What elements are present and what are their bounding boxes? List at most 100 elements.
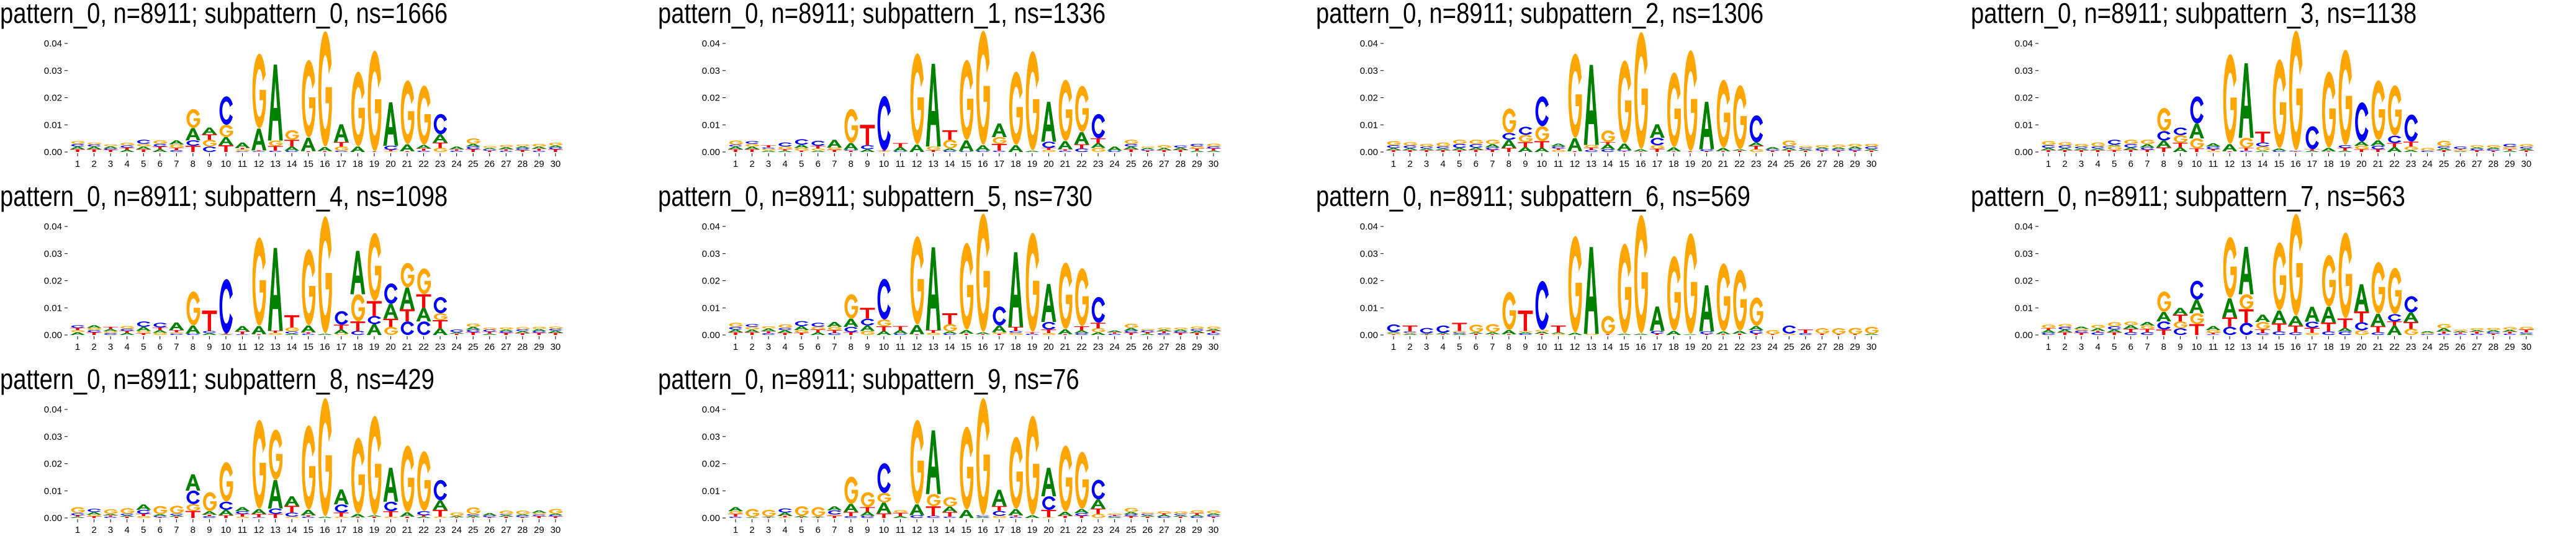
logo-letter-G [1485,324,1500,333]
x-tick-label: 26 [484,159,495,169]
logo-letter-G [433,516,448,518]
x-tick-label: 20 [2356,342,2367,352]
logo-letter-A [1074,509,1089,514]
x-tick-label: 3 [108,159,113,169]
x-tick-label: 23 [1093,342,1104,352]
logo-letter-A [2518,148,2534,151]
x-tick-label: 27 [501,342,511,352]
logo-letter-G [745,509,760,517]
logo-letter-C [745,141,759,144]
logo-letter-A [333,124,349,142]
logo-letter-C [302,516,315,518]
logo-letter-G [910,419,924,504]
x-tick-label: 16 [2290,342,2301,352]
logo-letter-C [2454,146,2467,150]
logo-letter-A [1649,306,1665,331]
y-tick-label: 0.02 [44,459,62,470]
x-tick-label: 25 [468,159,479,169]
x-tick-label: 27 [1159,342,1169,352]
logo-letter-T [1765,334,1780,335]
y-tick-label: 0.01 [702,120,720,130]
logo-letter-A [991,489,1007,506]
logo-letter-A [86,512,102,515]
logo-letter-C [335,150,348,152]
logo-letter-C [1618,150,1631,151]
logo-letter-G [1535,126,1549,141]
x-tick-label: 22 [418,525,429,535]
logo-letter-A [366,515,382,517]
logo-letter-G [104,331,118,333]
logo-letter-G [1865,143,1879,147]
logo-letter-T [1124,149,1139,152]
logo-letter-A [1534,148,1549,152]
logo-letter-A [1041,468,1056,496]
logo-letter-T [1041,148,1056,150]
logo-letter-T [1551,325,1566,333]
logo-letter-G [1124,140,1138,144]
logo-letter-A [2123,148,2138,150]
logo-letter-T [2288,325,2304,333]
logo-letter-A [991,325,1007,333]
logo-letter-T [103,326,119,329]
logo-letter-G [1848,328,1862,334]
logo-letter-T [925,150,941,152]
logo-letter-C [533,331,546,333]
logo-letter-T [366,516,382,518]
logo-letter-C [1832,149,1845,151]
logo-letter-C [2157,131,2171,141]
logo-letter-G [1025,416,1040,515]
logo-letter-A [218,334,233,335]
logo-letter-C [1749,115,1763,143]
logo-letter-T [515,150,530,152]
logo-letter-A [1140,333,1155,335]
x-tick-label: 10 [221,525,232,535]
logo-letter-G [516,511,530,514]
logo-letter-C [795,321,809,326]
logo-letter-A [383,303,399,319]
logo-letter-A [2090,328,2105,331]
x-tick-label: 22 [1076,525,1087,535]
logo-letter-T [925,506,941,516]
logo-letter-G [1585,334,1599,335]
logo-letter-A [235,142,250,148]
logo-letter-A [1765,147,1780,150]
x-tick-label: 24 [451,525,462,535]
logo-letter-G [2322,255,2336,307]
logo-letter-G [2157,291,2171,312]
logo-letter-T [1485,150,1500,152]
x-tick-label: 6 [2128,159,2133,169]
logo-letter-A [1008,252,1024,327]
logo-letter-C [433,480,448,501]
logo-letter-T [2107,150,2122,152]
logo-letter-T [1140,332,1155,334]
logo-letter-T [2205,333,2221,334]
logo-letter-C [827,510,842,515]
x-tick-label: 17 [336,342,346,352]
x-tick-label: 24 [1767,342,1778,352]
logo-letter-C [729,145,743,147]
logo-letter-A [70,332,85,335]
logo-letter-C [2355,322,2369,331]
x-tick-label: 10 [2192,159,2202,169]
logo-letter-G [910,53,924,145]
y-tick-label: 0.01 [702,486,720,496]
x-tick-label: 18 [2323,159,2334,169]
logo-letter-T [1831,334,1846,335]
logo-letter-G [976,398,990,515]
logo-letter-A [876,502,891,514]
x-tick-label: 27 [501,525,511,535]
logo-letter-G [1091,514,1106,518]
logo-letter-G [1667,256,1681,331]
logo-letter-A [843,143,858,150]
logo-letter-C [729,326,743,330]
logo-letter-A [1205,513,1221,516]
logo-letter-G [1009,333,1023,335]
x-tick-label: 10 [879,525,889,535]
x-tick-label: 14 [945,525,955,535]
logo-letter-C [1700,331,1714,334]
y-tick-label: 0.04 [1360,221,1378,232]
logo-letter-G [433,148,448,152]
logo-letter-C [811,323,825,327]
logo-letter-G [1634,215,1648,334]
logo-panel: pattern_0, n=8911; subpattern_4, ns=1098… [0,180,652,366]
